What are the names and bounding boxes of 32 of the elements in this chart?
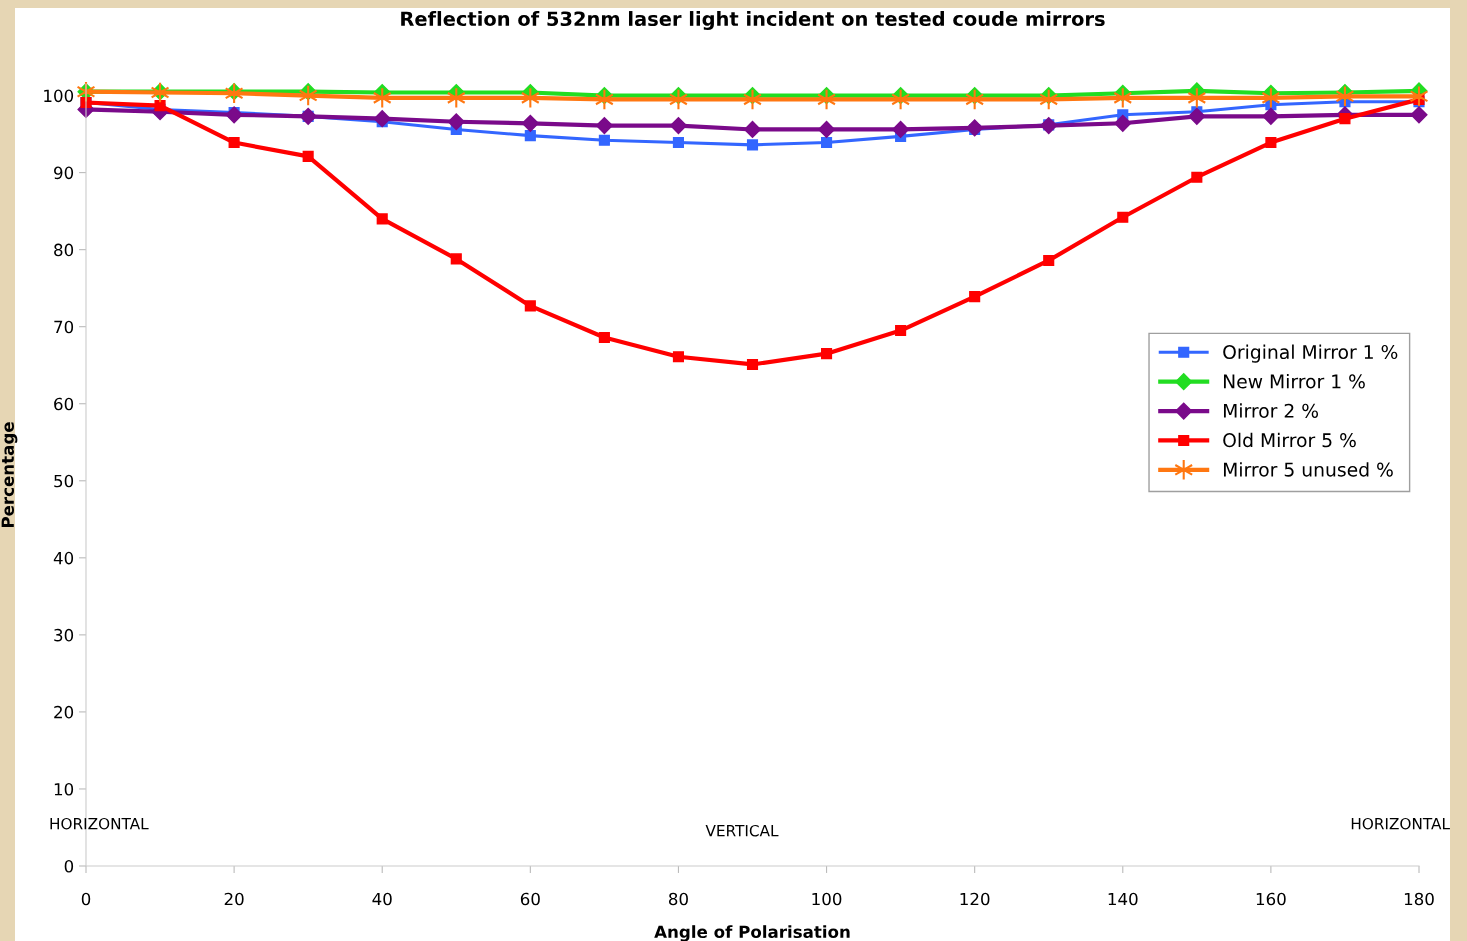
chart-title: Reflection of 532nm laser light incident on tested coude mirrors (401, 11, 1105, 31)
x-tick-label: 120 (960, 892, 990, 906)
legend-label: Mirror 2 % (1223, 403, 1319, 418)
x-axis-title: Angle of Polarisation (654, 925, 850, 941)
legend-label: Original Mirror 1 % (1223, 344, 1398, 363)
y-tick-label: 30 (54, 628, 74, 642)
y-tick-label: 90 (54, 166, 74, 180)
x-tick-label: 100 (812, 892, 842, 906)
x-tick-label: 160 (1256, 892, 1286, 906)
x-tick-label: 40 (372, 892, 392, 906)
y-axis-title: Percentage (1, 422, 18, 528)
legend-label: Old Mirror 5 % (1223, 432, 1356, 448)
legend-label: New Mirror 1 % (1223, 373, 1365, 389)
annotation: HORIZONTAL (50, 817, 149, 830)
y-tick-label: 20 (54, 705, 74, 719)
y-tick-label: 70 (54, 320, 74, 334)
y-tick-label: 40 (53, 551, 74, 565)
x-tick-label: 0 (81, 892, 91, 906)
y-tick-label: 60 (54, 397, 74, 411)
y-tick-label: 80 (54, 243, 74, 257)
y-tick-label: 100 (44, 89, 74, 103)
y-tick-label: 50 (54, 474, 74, 488)
x-tick-label: 140 (1108, 892, 1138, 906)
y-tick-label: 10 (54, 782, 74, 796)
annotation: VERTICAL (705, 824, 779, 837)
x-tick-label: 80 (668, 892, 688, 906)
x-tick-label: 60 (520, 892, 540, 906)
y-tick-label: 0 (64, 859, 74, 873)
legend-label: Mirror 5 unused % (1223, 462, 1393, 477)
x-tick-label: 20 (224, 892, 244, 906)
annotation: HORIZONTAL (1351, 817, 1450, 830)
x-tick-label: 180 (1404, 892, 1434, 906)
